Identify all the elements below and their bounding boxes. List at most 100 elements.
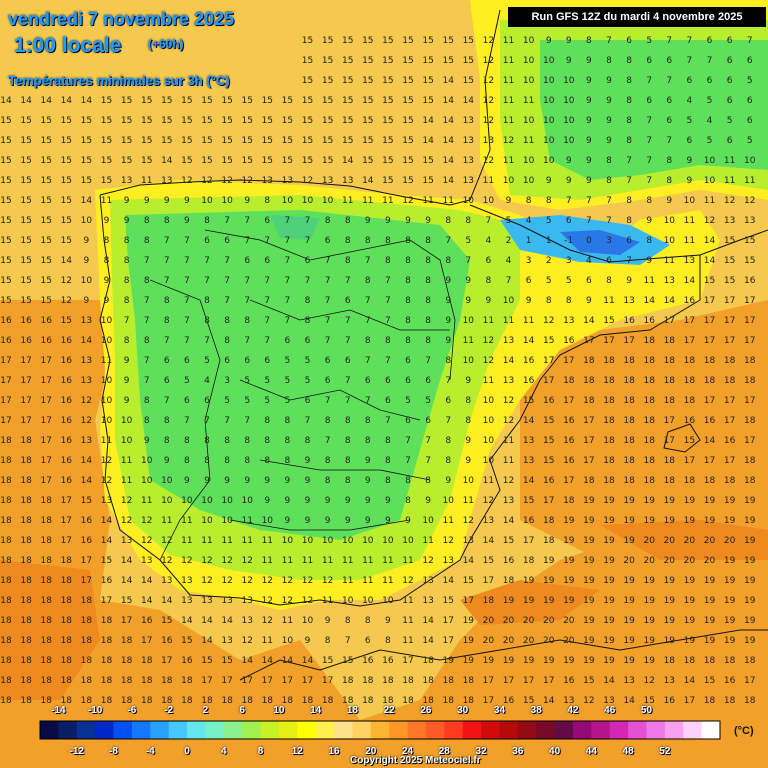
grid-value: 19 xyxy=(684,616,696,626)
grid-value: 19 xyxy=(643,636,655,646)
grid-value: 8 xyxy=(425,236,431,246)
grid-value: 16 xyxy=(40,336,52,346)
grid-value: 18 xyxy=(20,476,32,486)
grid-value: 8 xyxy=(405,476,411,486)
grid-value: 12 xyxy=(221,576,232,586)
grid-value: 19 xyxy=(623,636,635,646)
grid-value: 19 xyxy=(603,656,615,666)
grid-value: 10 xyxy=(282,636,294,646)
grid-value: 12 xyxy=(402,196,413,206)
grid-value: 18 xyxy=(201,696,213,706)
grid-value: 15 xyxy=(342,56,353,66)
grid-value: 9 xyxy=(666,196,672,206)
grid-value: 7 xyxy=(365,296,371,306)
hot-sea-east xyxy=(600,520,768,560)
color-scale-top-label: 38 xyxy=(530,705,542,716)
grid-value: 5 xyxy=(285,396,291,406)
grid-value: 6 xyxy=(405,356,411,366)
grid-value: 12 xyxy=(483,36,494,46)
grid-value: 7 xyxy=(586,216,592,226)
grid-value: 8 xyxy=(365,276,371,286)
grid-value: 10 xyxy=(101,416,113,426)
grid-value: 12 xyxy=(503,476,514,486)
grid-value: 19 xyxy=(583,576,595,586)
grid-value: 18 xyxy=(161,676,173,686)
grid-value: 8 xyxy=(465,416,471,426)
grid-value: 16 xyxy=(181,656,193,666)
grid-value: 9 xyxy=(305,496,311,506)
grid-value: 7 xyxy=(244,216,250,226)
grid-value: 16 xyxy=(724,676,736,686)
grid-value: 13 xyxy=(442,556,453,566)
france-greener xyxy=(540,40,768,180)
grid-value: 18 xyxy=(563,496,575,506)
grid-value: 15 xyxy=(20,236,31,246)
grid-value: 6 xyxy=(365,636,371,646)
grid-value: 15 xyxy=(0,176,11,186)
grid-value: 19 xyxy=(583,556,595,566)
grid-value: 15 xyxy=(744,236,755,246)
grid-value: 9 xyxy=(606,116,612,126)
grid-value: 8 xyxy=(385,636,391,646)
grid-value: 3 xyxy=(566,256,572,266)
grid-value: 11 xyxy=(362,556,373,566)
grid-value: 19 xyxy=(744,616,756,626)
grid-value: 13 xyxy=(483,136,494,146)
grid-value: 12 xyxy=(503,416,514,426)
grid-value: 15 xyxy=(0,296,11,306)
grid-value: 19 xyxy=(664,616,676,626)
grid-value: 6 xyxy=(425,416,431,426)
grid-value: 15 xyxy=(81,116,92,126)
grid-value: 11 xyxy=(664,256,675,266)
grid-value: 18 xyxy=(724,356,736,366)
grid-value: 16 xyxy=(61,356,73,366)
grid-value: 9 xyxy=(305,456,311,466)
grid-value: 6 xyxy=(264,356,270,366)
grid-value: 15 xyxy=(382,136,393,146)
grid-value: 18 xyxy=(463,696,475,706)
grid-value: 15 xyxy=(422,176,433,186)
grid-value: 10 xyxy=(483,396,495,406)
grid-value: 6 xyxy=(204,236,210,246)
grid-value: 7 xyxy=(164,336,170,346)
grid-value: 17 xyxy=(463,596,474,606)
grid-value: 15 xyxy=(382,176,393,186)
grid-value: 18 xyxy=(141,656,153,666)
grid-value: 19 xyxy=(583,616,595,626)
grid-value: 10 xyxy=(342,536,354,546)
grid-value: 15 xyxy=(61,216,72,226)
grid-value: 10 xyxy=(503,296,515,306)
grid-value: 17 xyxy=(603,336,614,346)
grid-value: 14 xyxy=(221,616,233,626)
grid-value: 10 xyxy=(161,476,173,486)
grid-value: 14 xyxy=(81,336,93,346)
grid-value: 15 xyxy=(362,136,373,146)
color-scale-bottom-label: 8 xyxy=(257,746,264,757)
grid-value: 12 xyxy=(141,536,152,546)
grid-value: 16 xyxy=(503,696,515,706)
grid-value: 17 xyxy=(0,376,11,386)
grid-value: 7 xyxy=(687,36,693,46)
grid-value: 17 xyxy=(724,416,735,426)
grid-value: 5 xyxy=(224,396,230,406)
grid-value: 17 xyxy=(40,476,51,486)
grid-value: 15 xyxy=(422,156,433,166)
grid-value: 12 xyxy=(483,76,494,86)
grid-value: 15 xyxy=(121,116,132,126)
grid-value: 5 xyxy=(244,376,250,386)
grid-value: 12 xyxy=(161,556,172,566)
grid-value: 10 xyxy=(141,476,153,486)
grid-value: 19 xyxy=(603,496,615,506)
grid-value: 11 xyxy=(483,376,494,386)
grid-value: 9 xyxy=(566,56,572,66)
grid-value: 7 xyxy=(666,36,672,46)
grid-value: 18 xyxy=(20,616,32,626)
grid-value: 8 xyxy=(164,296,170,306)
grid-value: 18 xyxy=(603,476,615,486)
grid-value: 14 xyxy=(583,316,595,326)
grid-value: 17 xyxy=(241,676,252,686)
grid-value: 10 xyxy=(442,496,454,506)
grid-value: 18 xyxy=(81,636,93,646)
grid-value: 8 xyxy=(626,56,632,66)
grid-value: 19 xyxy=(643,496,655,506)
